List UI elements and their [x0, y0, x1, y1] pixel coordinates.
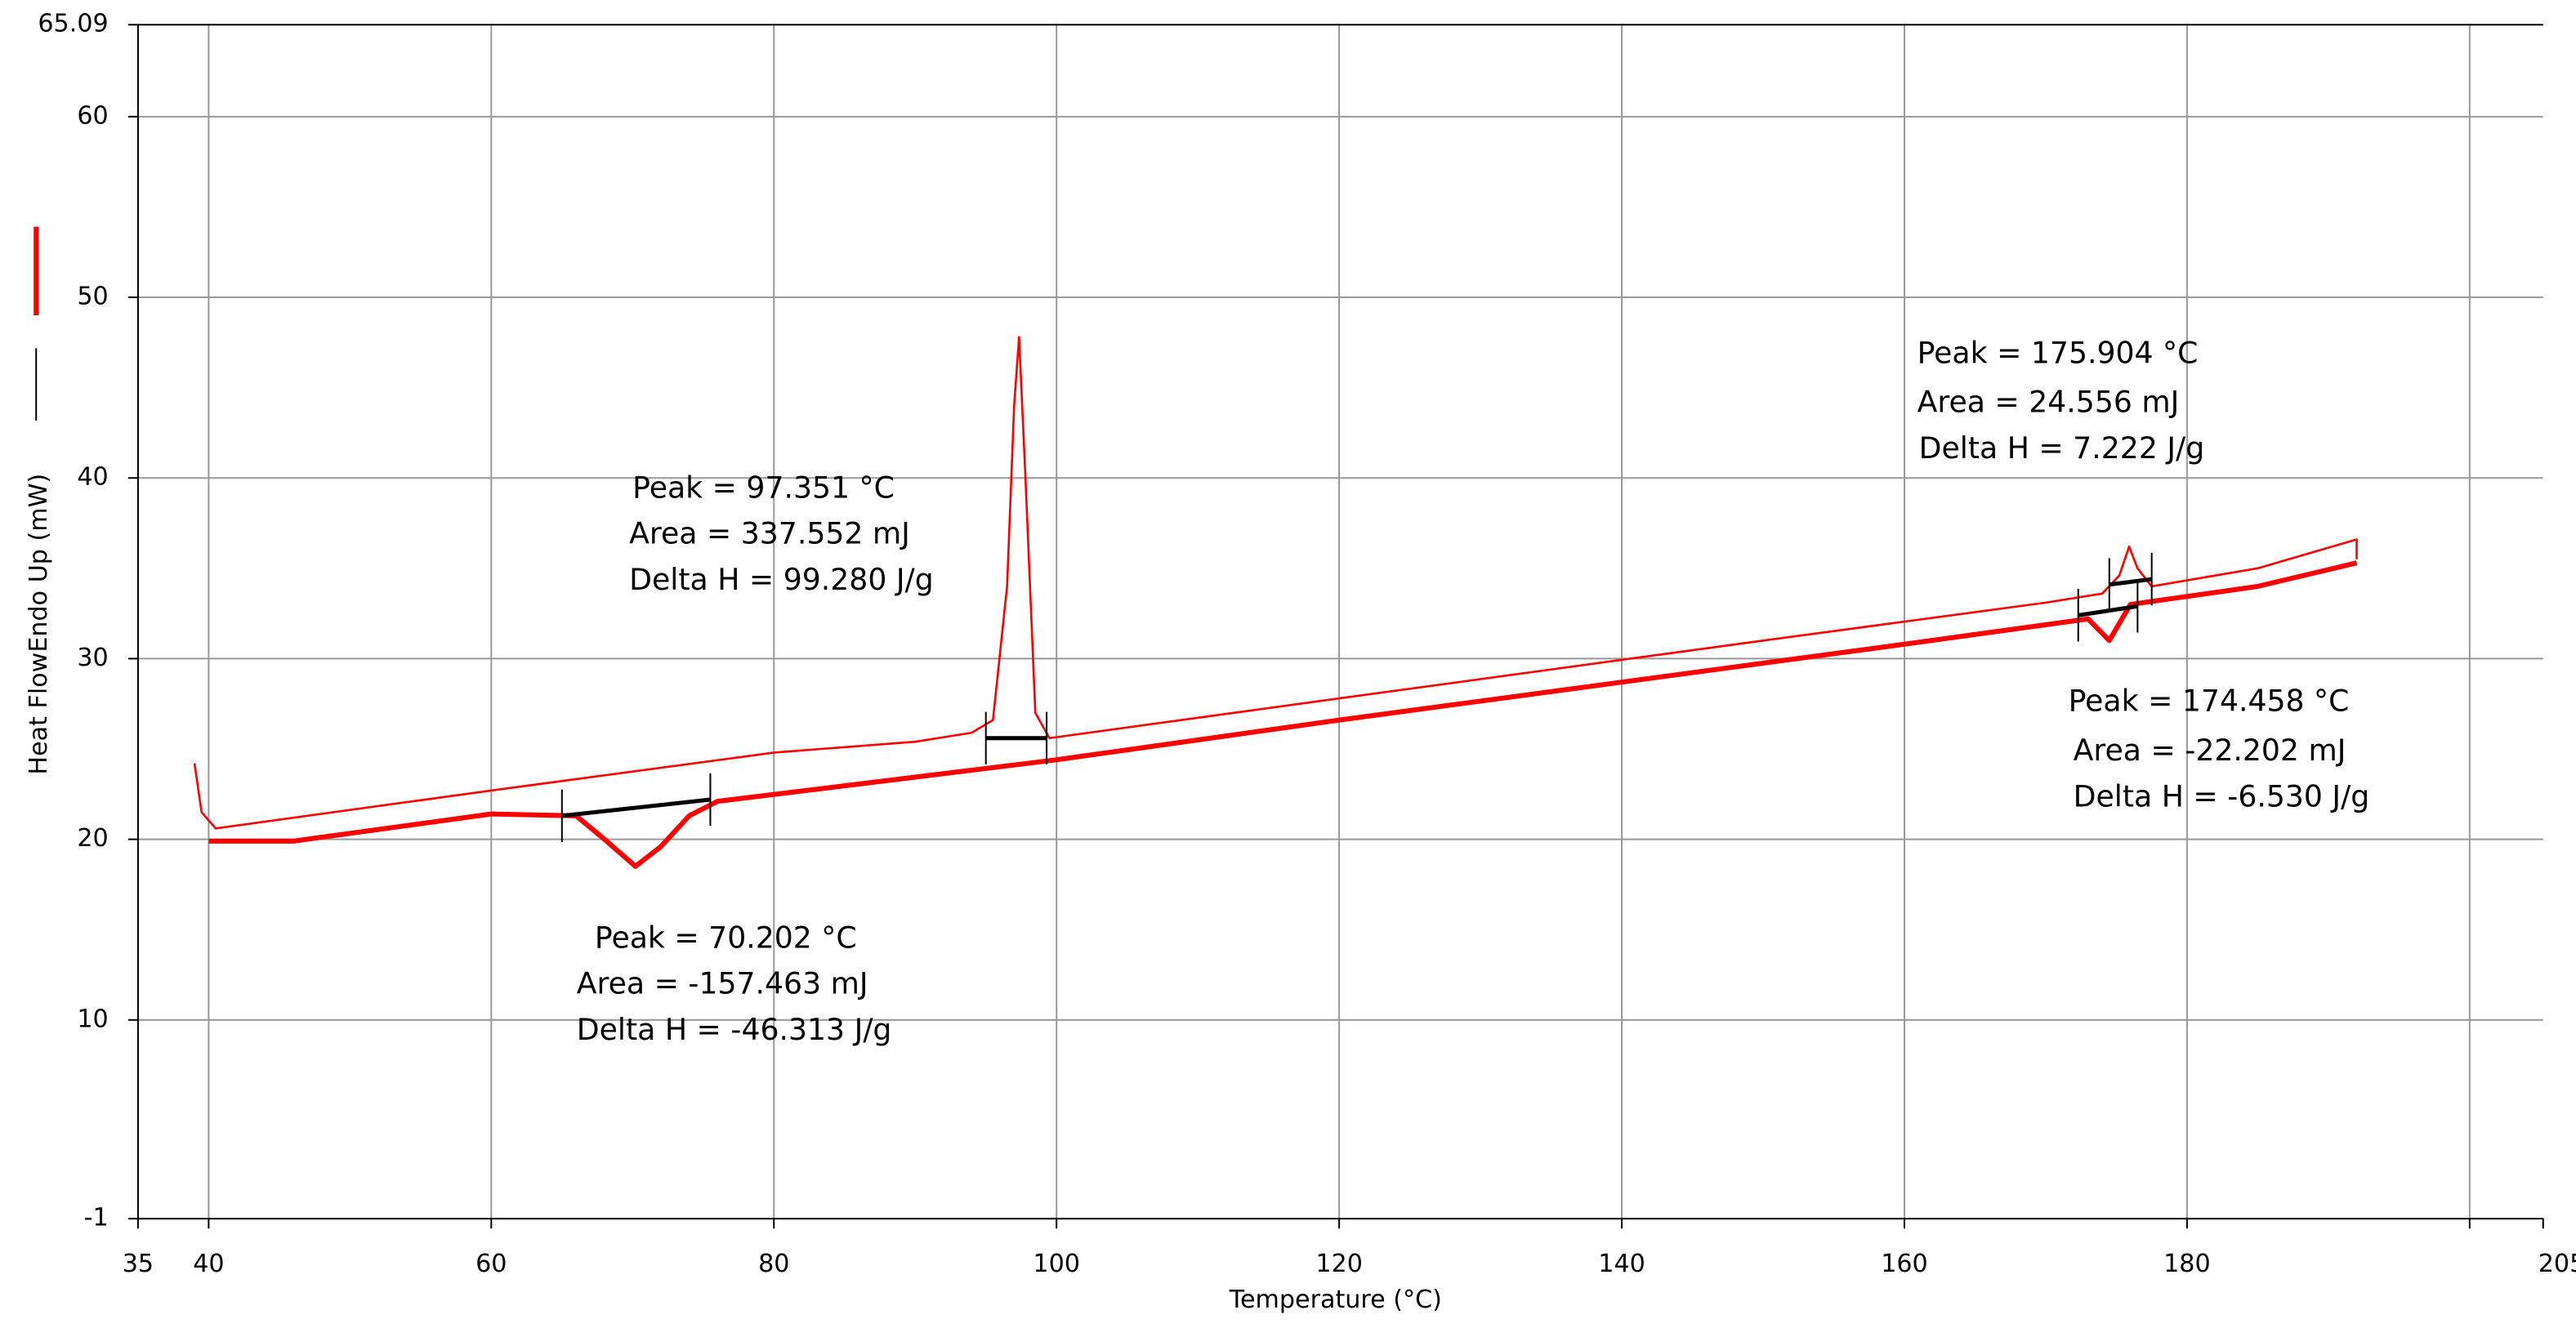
annotation: Delta H = 7.222 J/g: [1919, 430, 2205, 466]
annotation: Peak = 70.202 °C: [595, 920, 857, 955]
x-tick-label: 60: [475, 1250, 507, 1278]
x-tick-label: 100: [1033, 1250, 1080, 1278]
annotation: Area = 337.552 mJ: [629, 516, 910, 551]
baseline: [561, 797, 711, 818]
y-tick-label: 40: [77, 463, 108, 492]
annotation: Delta H = 99.280 J/g: [629, 562, 934, 597]
annotation: Area = -22.202 mJ: [2074, 733, 2346, 768]
y-tick-label: 10: [77, 1005, 108, 1033]
y-tick-label: 60: [77, 101, 108, 130]
x-tick-label: 35: [123, 1250, 154, 1278]
baseline: [2078, 604, 2138, 617]
y-tick-label: 20: [77, 824, 108, 853]
y-tick-label: 30: [77, 644, 108, 672]
x-tick-label: 140: [1598, 1250, 1645, 1278]
x-tick-label: 205.2: [2538, 1250, 2576, 1278]
annotation: Peak = 97.351 °C: [632, 470, 895, 505]
y-tick-label: -1: [84, 1204, 109, 1232]
annotation: Delta H = -6.530 J/g: [2074, 778, 2370, 813]
annotation: Area = 24.556 mJ: [1917, 385, 2180, 420]
annotation: Area = -157.463 mJ: [577, 966, 868, 1001]
y-axis-label: Heat FlowEndo Up (mW): [25, 474, 53, 775]
baseline: [2109, 577, 2152, 587]
annotation: Delta H = -46.313 J/g: [577, 1012, 892, 1047]
x-tick-label: 160: [1881, 1250, 1928, 1278]
x-axis-label: Temperature (°C): [1229, 1286, 1442, 1314]
x-tick-label: 120: [1315, 1250, 1363, 1278]
y-tick-label: 50: [77, 283, 108, 311]
x-tick-label: 80: [758, 1250, 789, 1278]
series-line: [193, 336, 2358, 830]
annotation: Peak = 175.904 °C: [1917, 335, 2199, 370]
annotation: Peak = 174.458 °C: [2069, 684, 2350, 719]
x-tick-label: 40: [193, 1250, 224, 1278]
y-tick-label: 65.09: [38, 10, 108, 38]
x-tick-label: 180: [2163, 1250, 2211, 1278]
